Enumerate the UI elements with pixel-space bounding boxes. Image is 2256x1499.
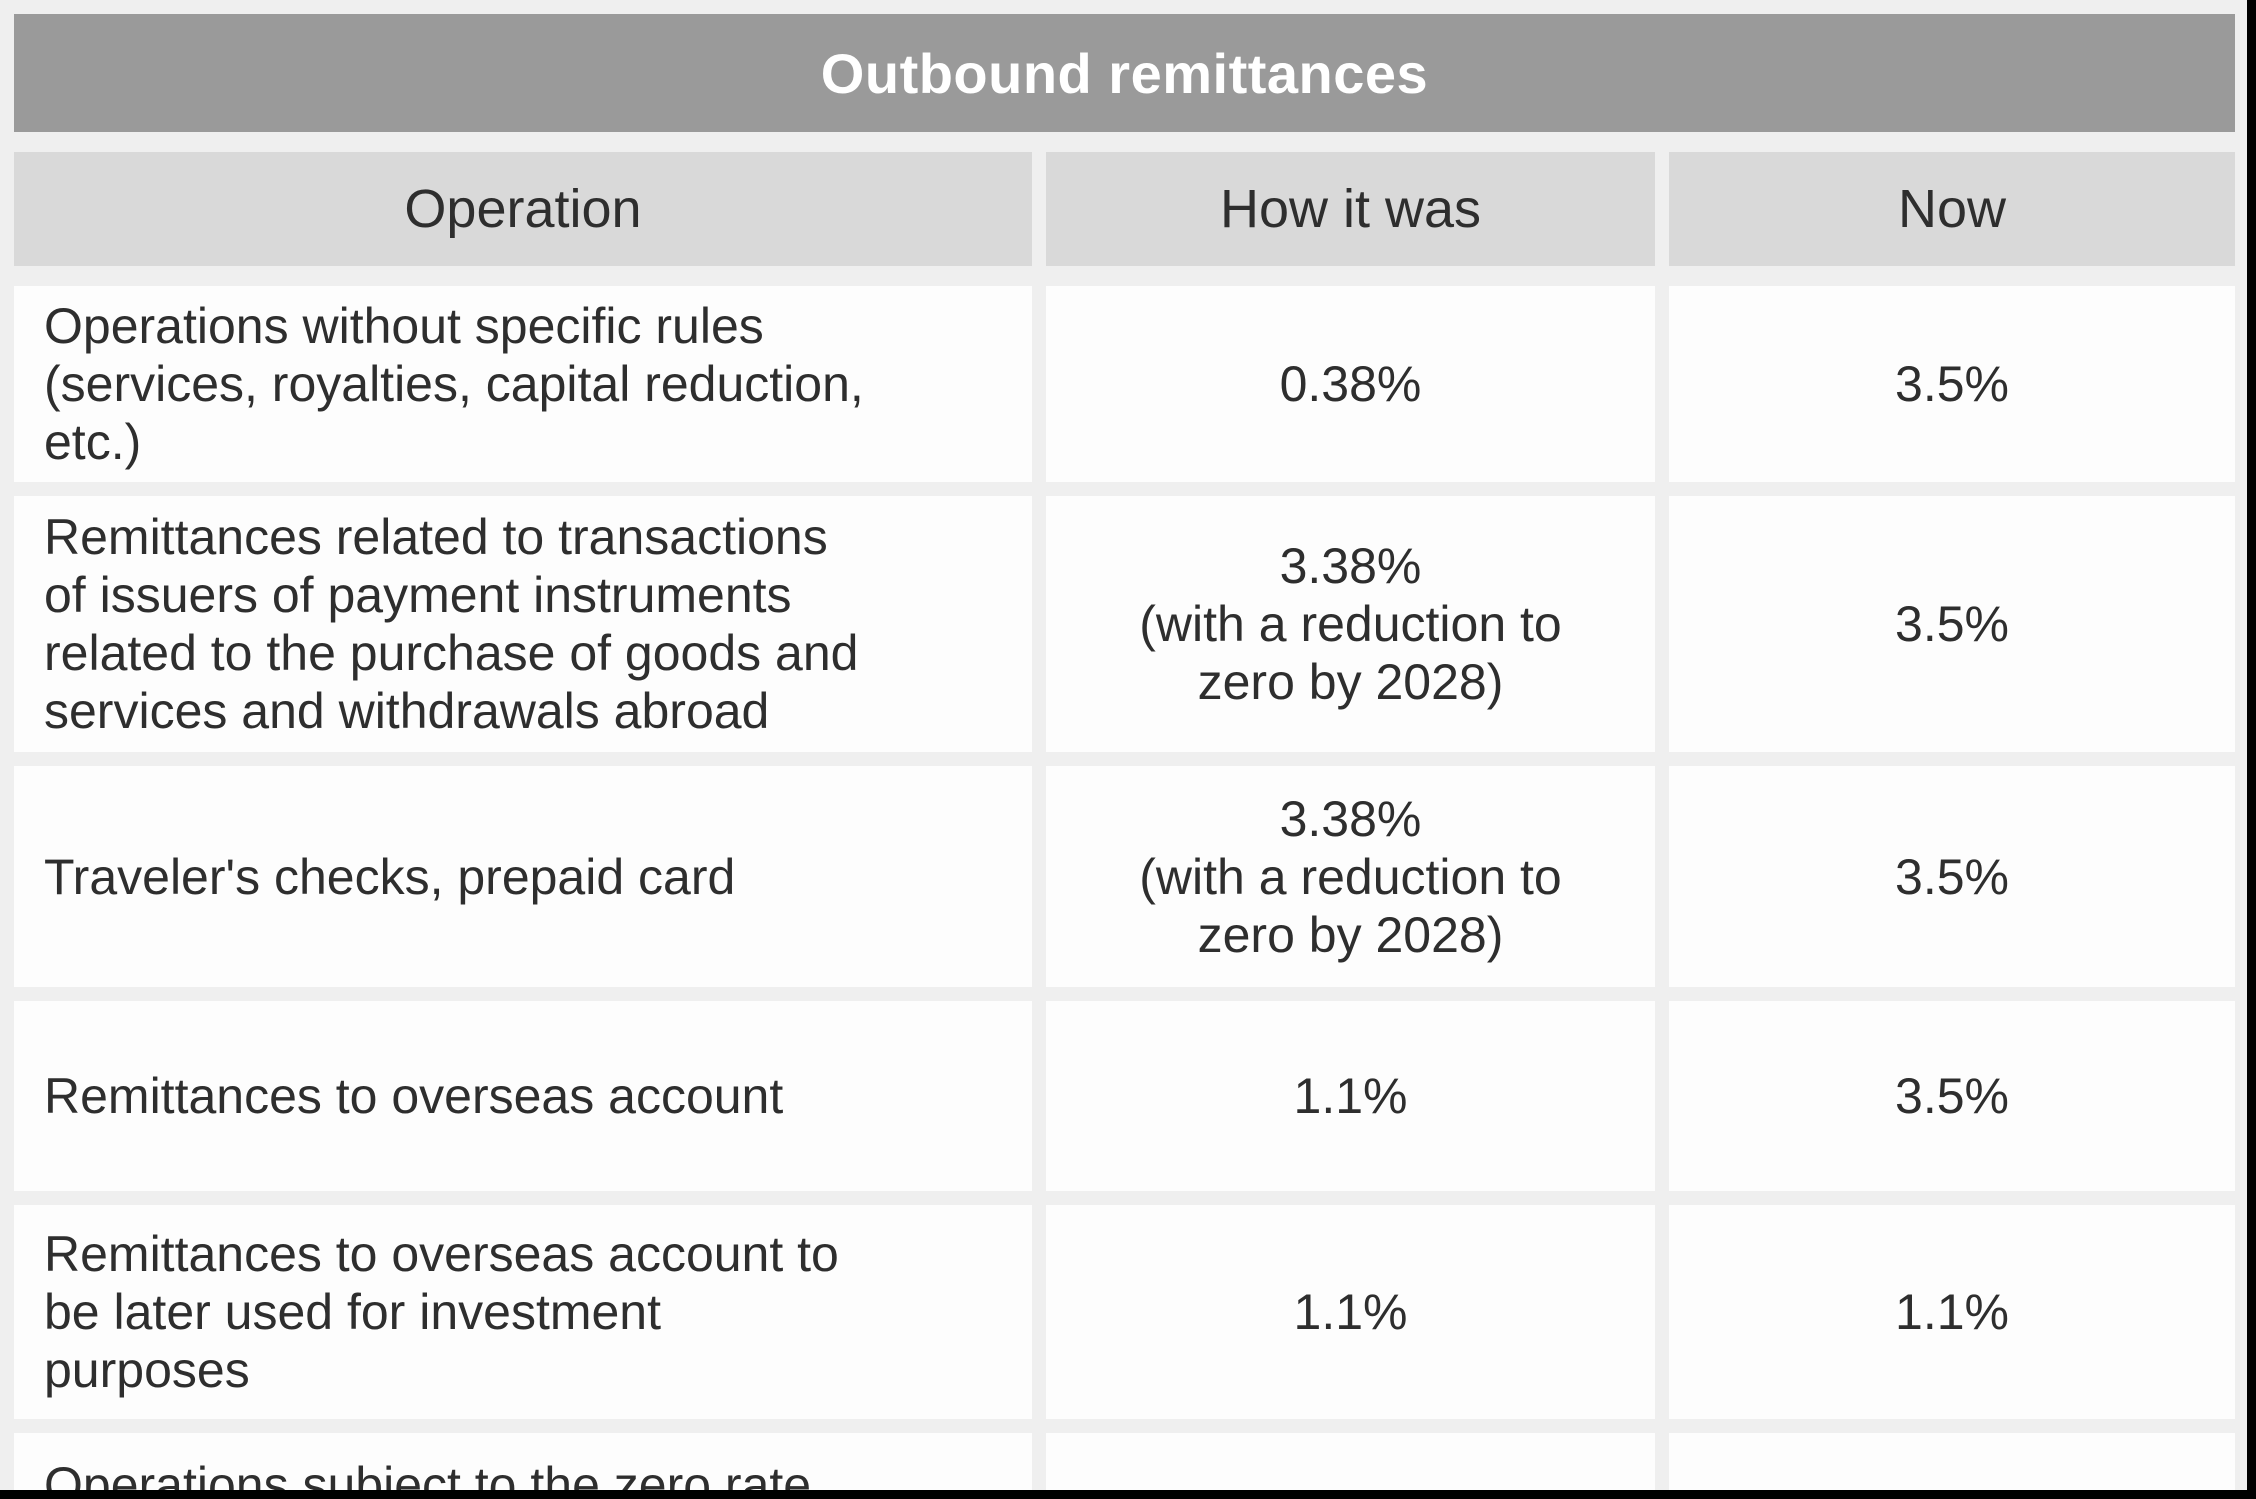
operation-cell: Remittances to overseas account to be la…	[14, 1205, 1032, 1419]
operation-cell: Remittances to overseas account	[14, 1001, 1032, 1191]
table-row: Traveler's checks, prepaid card 3.38% (w…	[14, 766, 2235, 987]
table-row: Remittances to overseas account 1.1% 3.5…	[14, 1001, 2235, 1191]
now-cell: 3.5%	[1669, 496, 2235, 752]
how-it-was-cell: 3.38% (with a reduction to zero by 2028)	[1046, 496, 1655, 752]
column-header-how-it-was: How it was	[1046, 152, 1655, 266]
how-it-was-cell: 3.38% (with a reduction to zero by 2028)	[1046, 766, 1655, 987]
how-it-was-cell: 1.1%	[1046, 1001, 1655, 1191]
column-header-row: Operation How it was Now	[14, 152, 2235, 266]
table-title-bar: Outbound remittances	[14, 14, 2235, 132]
table-title: Outbound remittances	[820, 41, 1429, 105]
how-it-was-cell: 0.38%	[1046, 286, 1655, 482]
now-cell: 3.5%	[1669, 766, 2235, 987]
screenshot-bottom-edge	[0, 1490, 2256, 1499]
table-row: Remittances related to transactions of i…	[14, 496, 2235, 752]
outbound-remittances-table: Outbound remittances Operation How it wa…	[14, 14, 2235, 1499]
how-it-was-cell: 1.1%	[1046, 1205, 1655, 1419]
table-row: Remittances to overseas account to be la…	[14, 1205, 2235, 1419]
now-cell: 3.5%	[1669, 1001, 2235, 1191]
now-cell: 3.5%	[1669, 286, 2235, 482]
column-header-operation: Operation	[14, 152, 1032, 266]
table-row: Operations without specific rules (servi…	[14, 286, 2235, 482]
operation-cell: Traveler's checks, prepaid card	[14, 766, 1032, 987]
operation-cell: Remittances related to transactions of i…	[14, 496, 1032, 752]
table-row: Operations subject to the zero rate and …	[14, 1433, 2235, 1499]
column-header-now: Now	[1669, 152, 2235, 266]
operation-cell: Operations without specific rules (servi…	[14, 286, 1032, 482]
now-cell: 1.1%	[1669, 1205, 2235, 1419]
screenshot-right-edge	[2247, 0, 2256, 1499]
